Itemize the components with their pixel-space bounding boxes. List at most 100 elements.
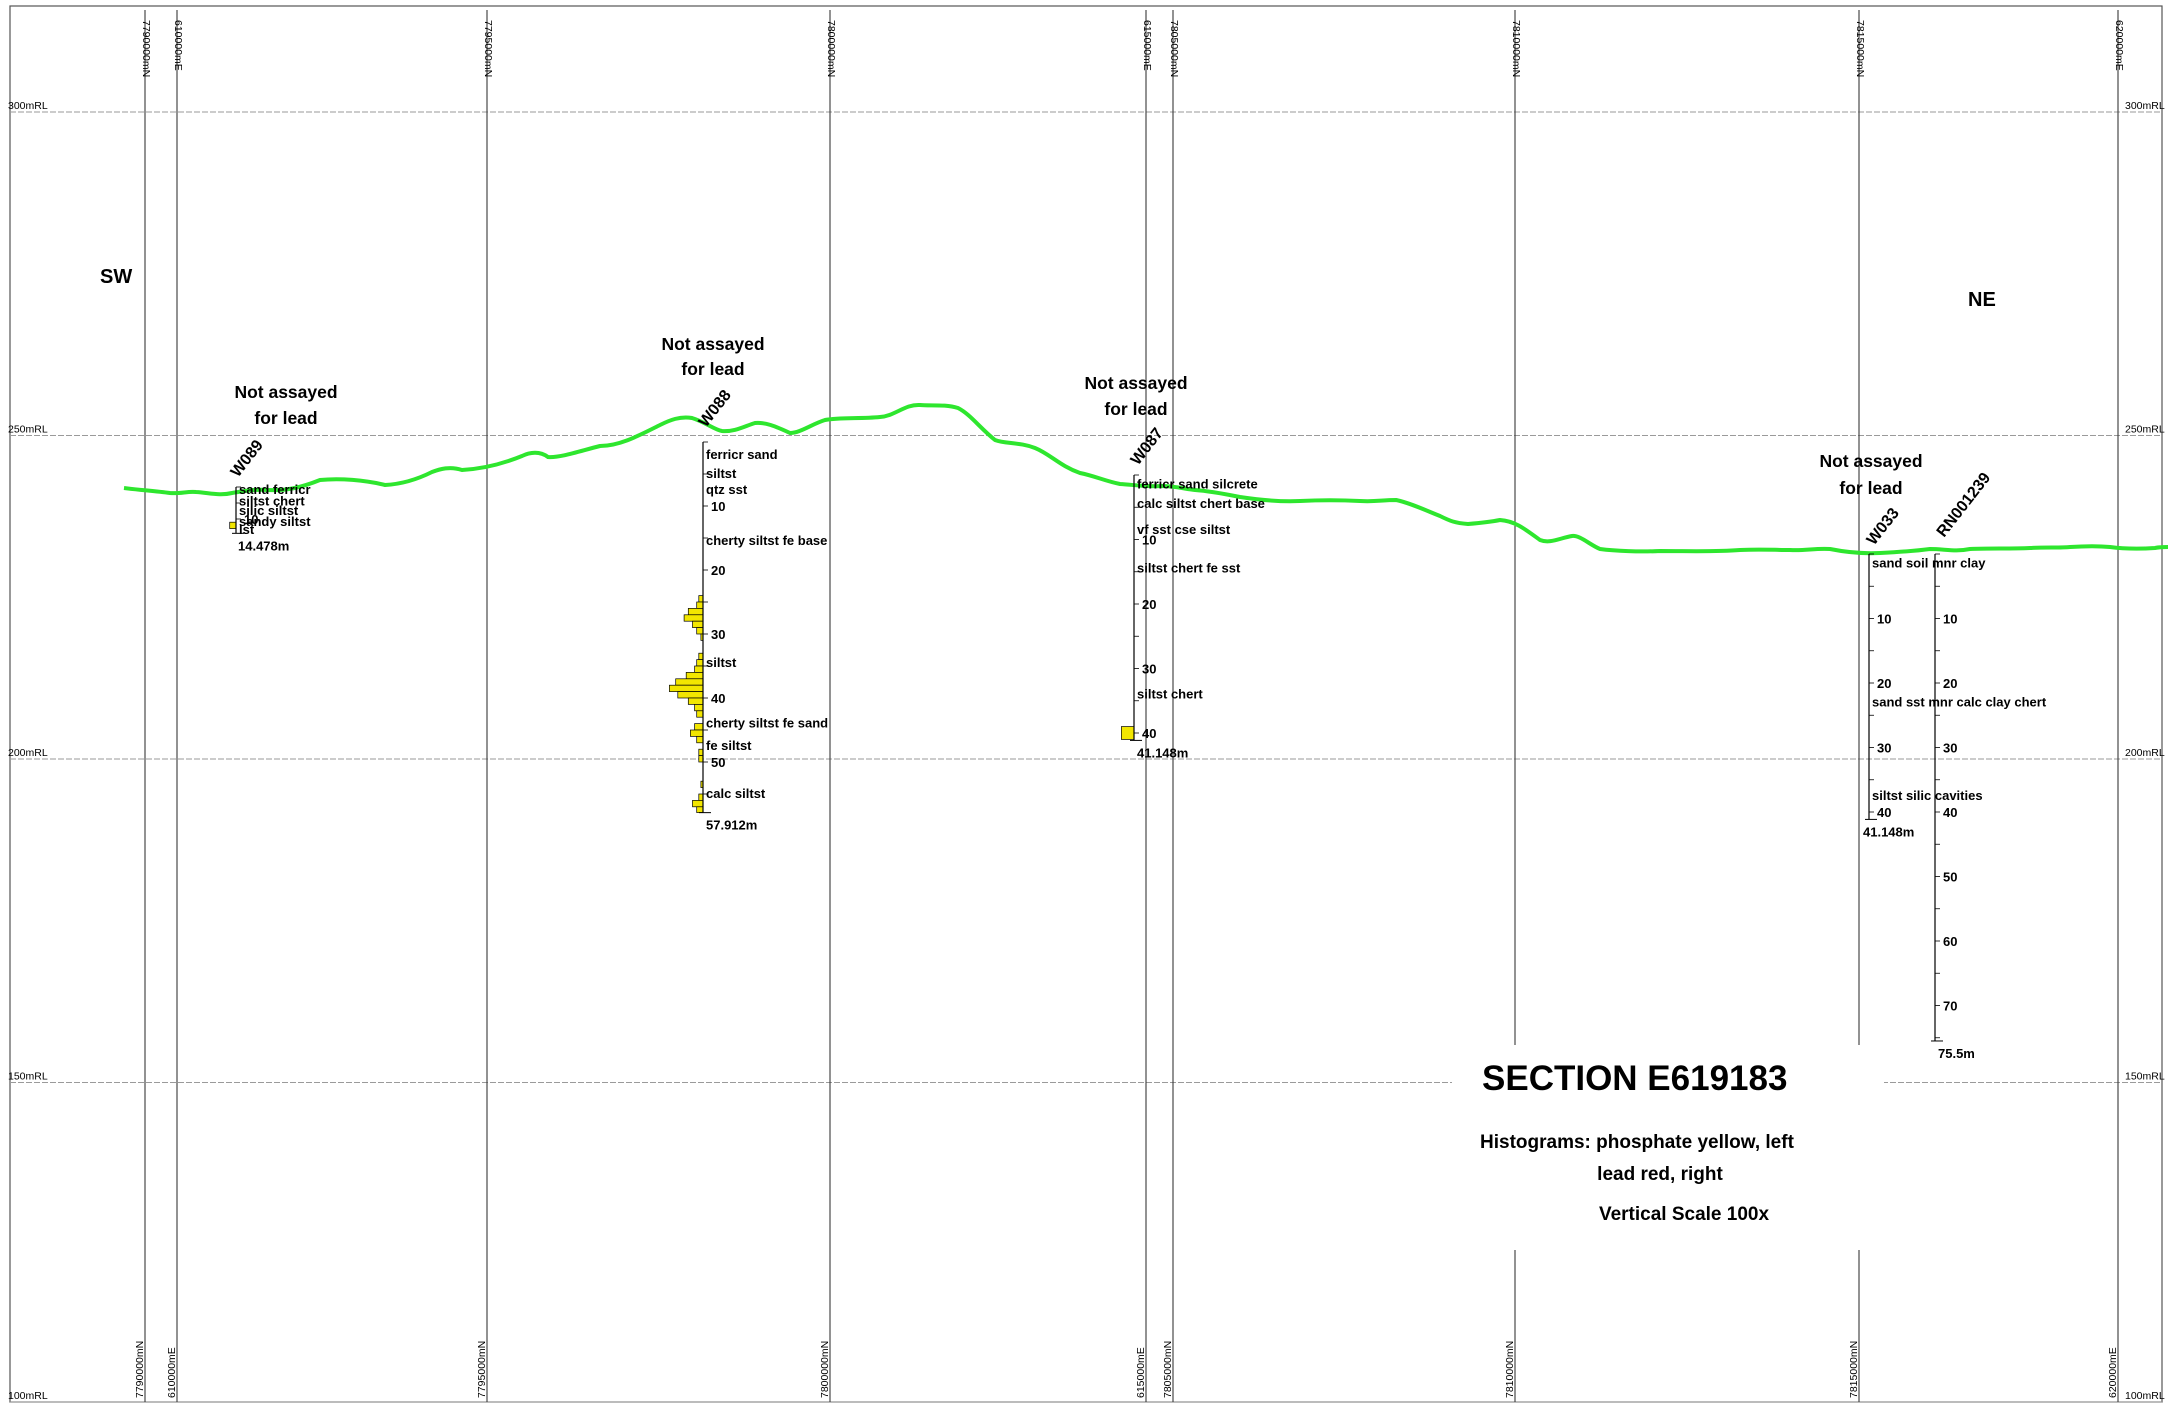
lithology-label: siltst chert — [239, 493, 305, 508]
rl-label-right: 150mRL — [2125, 1071, 2165, 1083]
section-title: SECTION E619183 — [1482, 1059, 1787, 1098]
phosphate-bar — [696, 627, 704, 635]
grid-label-bottom: 7810000mN — [1504, 1341, 1516, 1398]
grid-label-bottom: 610000mE — [166, 1347, 178, 1398]
legend-line-2: lead red, right — [1597, 1164, 1723, 1185]
phosphate-bar — [229, 521, 237, 529]
lithology-label: siltst — [706, 655, 737, 670]
direction-ne: NE — [1968, 289, 1996, 311]
rl-label-left: 200mRL — [8, 747, 48, 759]
note-line: Not assayed — [234, 382, 337, 402]
legend-line-1: Histograms: phosphate yellow, left — [1480, 1132, 1795, 1153]
depth-label: 40 — [1142, 726, 1156, 741]
total-depth-label: 75.5m — [1938, 1046, 1975, 1061]
lithology-label: sand ferricr — [239, 482, 311, 497]
total-depth-label: 41.148m — [1863, 824, 1914, 839]
phosphate-bar — [669, 684, 704, 692]
depth-label: 50 — [1943, 870, 1957, 885]
lithology-label: siltst — [706, 466, 737, 481]
grid-label-top: 7815000mN — [1854, 20, 1866, 77]
grid-label-bottom: 620000mE — [2107, 1347, 2119, 1398]
depth-label: 10 — [1943, 612, 1957, 627]
phosphate-bar — [696, 710, 704, 718]
rl-label-right: 250mRL — [2125, 424, 2165, 436]
lithology-label: calc siltst — [706, 786, 766, 801]
note-line: Not assayed — [1819, 451, 1922, 471]
lithology-label: vf sst cse siltst — [1137, 522, 1231, 537]
lithology-label: qtz sst — [706, 482, 748, 497]
depth-label: 20 — [1877, 676, 1891, 691]
lithology-label: sand soil mnr clay — [1872, 556, 1986, 571]
phosphate-bar — [687, 608, 704, 616]
note-line: Not assayed — [661, 334, 764, 354]
rl-label-right: 300mRL — [2125, 100, 2165, 112]
depth-label: 10 — [244, 512, 258, 527]
grid-label-bottom: 7795000mN — [476, 1341, 488, 1398]
lithology-label: sand sst mnr calc clay chert — [1872, 694, 2047, 709]
phosphate-bar — [1121, 726, 1135, 740]
grid-label-top: 7805000mN — [1168, 20, 1180, 77]
lithology-label: siltst chert — [1137, 686, 1203, 701]
vertical-scale: Vertical Scale 100x — [1599, 1204, 1770, 1225]
grid-label-bottom: 7790000mN — [134, 1341, 146, 1398]
hole-w087: 10 20 30 40 ferricr sand silcrete calc siltst… — [1121, 425, 1265, 760]
lithology-label: ferricr sand silcrete — [1137, 477, 1258, 492]
rl-grid: 300mRL 300mRL 250mRL 250mRL 200mRL 200mRL 150m… — [8, 100, 2165, 1403]
phosphate-bar — [698, 748, 704, 756]
note-w088: Not assayed for lead — [661, 334, 764, 379]
rl-label-left: 150mRL — [8, 1071, 48, 1083]
phosphate-bar — [698, 793, 704, 801]
title-block: SECTION E619183 Histograms: phosphate ye… — [1452, 1045, 1884, 1250]
hole-w033: 10 20 30 40 sand soil mnr clay sand sst mnr c… — [1863, 505, 2047, 839]
phosphate-bar — [692, 620, 704, 628]
depth-label: 30 — [1943, 741, 1957, 756]
phosphate-bar — [683, 614, 704, 622]
total-depth-label: 57.912m — [706, 818, 757, 833]
note-w089: Not assayed for lead — [234, 382, 337, 428]
note-line: for lead — [1839, 478, 1902, 498]
grid-label-top: 7810000mN — [1510, 20, 1522, 77]
total-depth-label: 41.148m — [1137, 745, 1188, 760]
lithology-label: cherty siltst fe base — [706, 533, 827, 548]
phosphate-bar — [687, 697, 704, 705]
phosphate-bar — [685, 672, 704, 680]
note-w033: Not assayed for lead — [1819, 451, 1922, 498]
phosphate-bar — [698, 595, 704, 603]
rl-label-right: 200mRL — [2125, 747, 2165, 759]
rl-label-left: 250mRL — [8, 424, 48, 436]
grid-label-top: 7800000mN — [825, 20, 837, 77]
phosphate-bar — [694, 665, 704, 673]
lithology-label: siltst chert fe sst — [1137, 561, 1241, 576]
depth-label: 10 — [1142, 533, 1156, 548]
lithology-label: siltst silic cavities — [1872, 788, 1983, 803]
depth-label: 10 — [1877, 612, 1891, 627]
phosphate-bar — [696, 601, 704, 609]
grid-label-top: 7790000mN — [140, 20, 152, 77]
lithology-label: lst — [239, 522, 255, 537]
coordinate-grid: 7790000mN 7790000mN 610000mE 610000mE 779500… — [134, 10, 2125, 1402]
phosphate-bar — [677, 691, 704, 699]
note-line: for lead — [1104, 399, 1167, 419]
terrain-profile — [123, 402, 2168, 556]
lithology-label: ferricr sand — [706, 447, 778, 462]
title-block-bg — [1452, 1045, 1884, 1250]
depth-label: 30 — [1877, 741, 1891, 756]
grid-label-top: 615000mE — [1141, 20, 1153, 71]
terrain-layer — [123, 402, 2168, 556]
note-line: for lead — [681, 359, 744, 379]
grid-label-bottom: 7800000mN — [819, 1341, 831, 1398]
total-depth-label: 14.478m — [238, 538, 289, 553]
phosphate-bar — [692, 800, 704, 808]
depth-label: 40 — [711, 691, 725, 706]
phosphate-bar — [690, 729, 704, 737]
lithology-label: silic siltst — [239, 503, 299, 518]
phosphate-bar — [696, 659, 704, 667]
grid-label-top: 7795000mN — [482, 20, 494, 77]
phosphate-bar — [696, 806, 704, 813]
grid-label-bottom: 7805000mN — [1162, 1341, 1174, 1398]
note-w087: Not assayed for lead — [1084, 373, 1187, 419]
depth-label: 20 — [711, 563, 725, 578]
depth-label: 20 — [1943, 676, 1957, 691]
depth-label: 10 — [711, 499, 725, 514]
